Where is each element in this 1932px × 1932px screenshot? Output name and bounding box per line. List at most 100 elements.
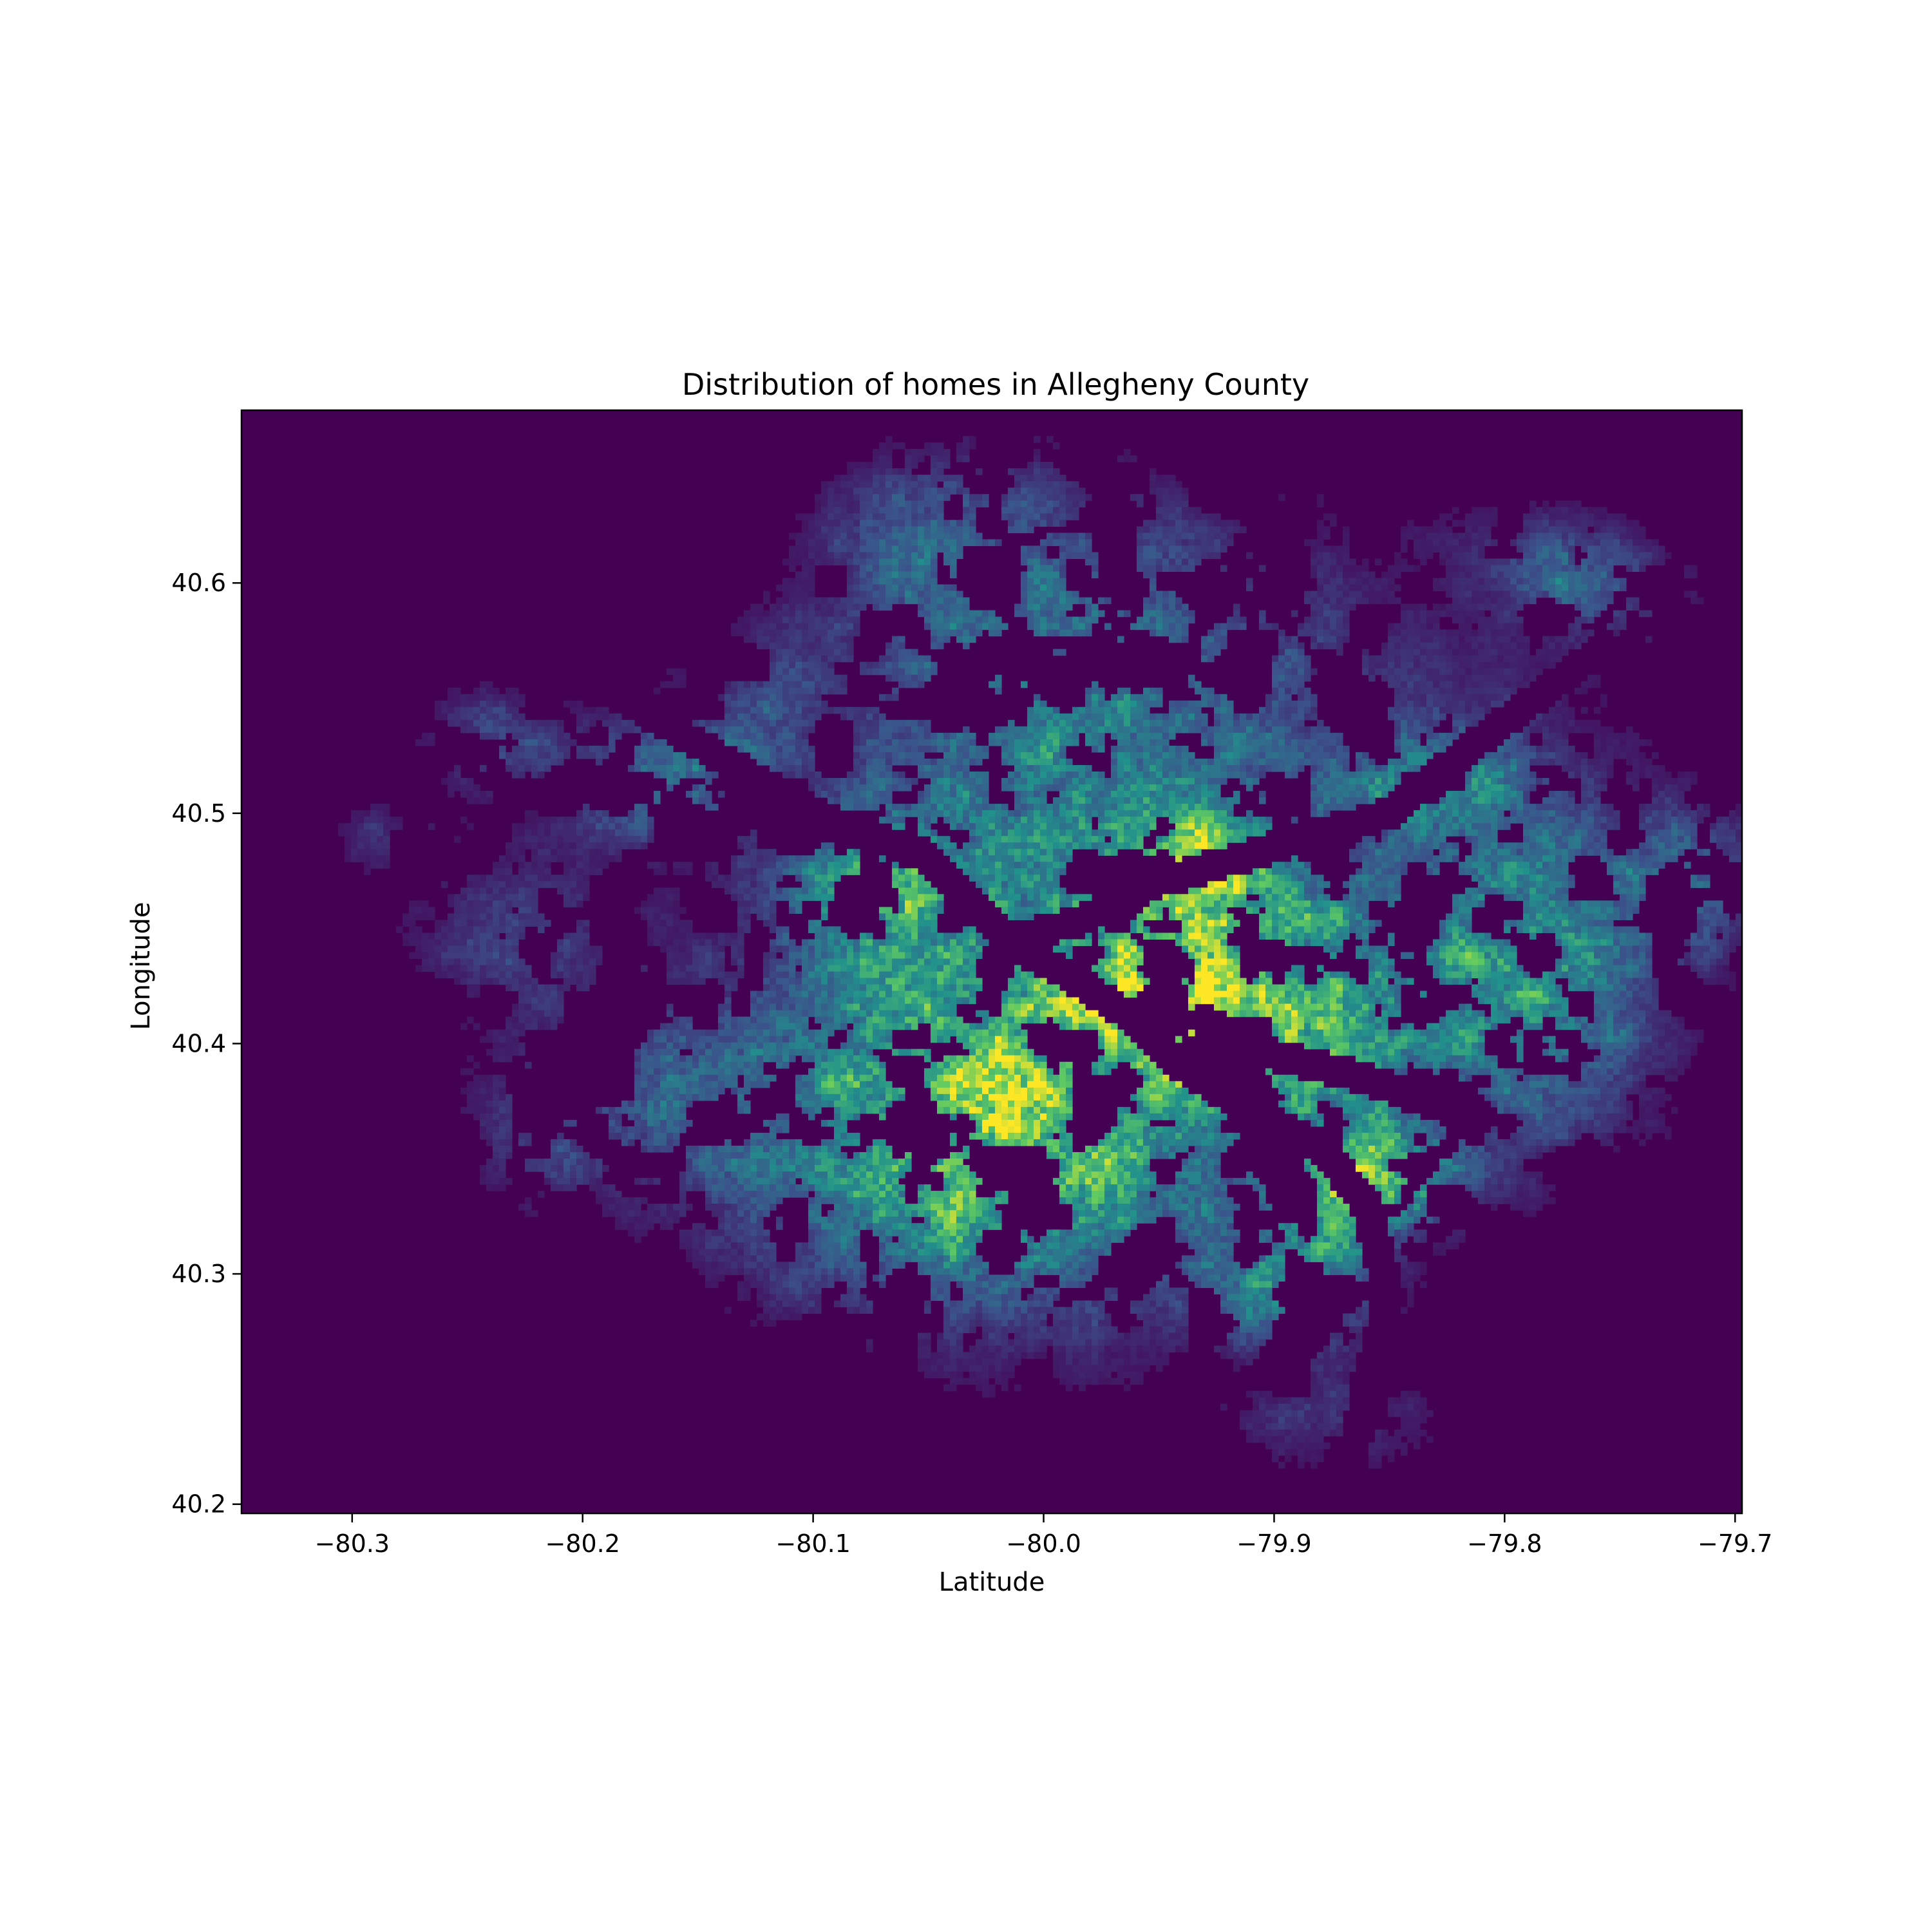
heatmap-cell <box>1214 719 1221 727</box>
heatmap-cell <box>886 591 893 598</box>
heatmap-cell <box>731 706 738 714</box>
heatmap-cell <box>1414 661 1421 669</box>
heatmap-cell <box>802 700 809 708</box>
heatmap-cell <box>1394 758 1401 766</box>
heatmap-cell <box>795 771 802 779</box>
heatmap-cell <box>1021 784 1028 791</box>
heatmap-cell <box>866 745 873 753</box>
heatmap-cell <box>1497 687 1504 695</box>
heatmap-cell <box>1645 810 1653 817</box>
heatmap-cell <box>892 784 899 791</box>
heatmap-cell <box>1278 758 1285 766</box>
heatmap-cell <box>815 623 822 630</box>
heatmap-cell <box>1111 726 1118 734</box>
heatmap-cell <box>1317 565 1324 573</box>
heatmap-cell <box>1285 739 1292 746</box>
heatmap-cell <box>834 610 841 618</box>
heatmap-cell <box>1452 520 1459 527</box>
heatmap-cell <box>705 778 712 785</box>
heatmap-cell <box>1195 545 1202 553</box>
heatmap-cell <box>931 475 938 482</box>
heatmap-cell <box>1156 758 1163 766</box>
heatmap-cell <box>1465 533 1472 540</box>
heatmap-cell <box>1549 713 1556 721</box>
heatmap-cell <box>1587 823 1595 830</box>
heatmap-cell <box>1323 623 1331 630</box>
heatmap-cell <box>454 719 461 727</box>
heatmap-cell <box>1555 758 1562 766</box>
heatmap-cell <box>911 520 918 527</box>
heatmap-cell <box>1658 823 1665 830</box>
heatmap-cell <box>1426 687 1434 695</box>
heatmap-cell <box>1008 513 1015 520</box>
heatmap-cell <box>1439 694 1446 701</box>
heatmap-cell <box>1484 539 1492 546</box>
heatmap-cell <box>1523 655 1530 663</box>
heatmap-cell <box>1323 804 1331 811</box>
heatmap-cell <box>744 629 751 637</box>
heatmap-cell <box>969 745 976 753</box>
heatmap-cell <box>1150 817 1157 824</box>
heatmap-cell <box>454 687 461 695</box>
heatmap-cell <box>847 655 854 663</box>
heatmap-cell <box>924 584 931 592</box>
heatmap-cell <box>1214 758 1221 766</box>
heatmap-cell <box>1130 752 1137 759</box>
heatmap-cell <box>1150 629 1157 637</box>
heatmap-cell <box>937 462 944 469</box>
heatmap-cell <box>1317 771 1324 779</box>
heatmap-cell <box>1150 810 1157 817</box>
heatmap-cell <box>1040 778 1047 785</box>
heatmap-cell <box>686 764 693 772</box>
heatmap-cell <box>596 817 603 824</box>
heatmap-cell <box>963 500 970 507</box>
heatmap-cell <box>905 668 912 676</box>
heatmap-cell <box>1394 771 1401 779</box>
heatmap-cell <box>377 823 384 830</box>
heatmap-cell <box>1555 578 1562 585</box>
heatmap-cell <box>1478 642 1485 650</box>
heatmap-cell <box>1433 655 1440 663</box>
heatmap-cell <box>467 713 474 721</box>
heatmap-cell <box>1407 823 1414 830</box>
heatmap-cell <box>950 784 957 791</box>
heatmap-cell <box>931 488 938 495</box>
heatmap-cell <box>1394 726 1401 734</box>
heatmap-cell <box>918 804 925 811</box>
heatmap-cell <box>660 739 667 746</box>
heatmap-cell <box>1188 797 1195 804</box>
heatmap-cell <box>1137 713 1144 721</box>
heatmap-cell <box>1201 526 1208 533</box>
heatmap-cell <box>1298 629 1305 637</box>
heatmap-cell <box>531 719 538 727</box>
heatmap-cell <box>1555 791 1562 798</box>
heatmap-cell <box>1368 778 1376 785</box>
heatmap-cell <box>1034 764 1041 772</box>
heatmap-cell <box>1394 642 1401 650</box>
heatmap-cell <box>1600 539 1607 546</box>
heatmap-cell <box>1265 700 1273 708</box>
heatmap-cell <box>782 597 790 605</box>
heatmap-cell <box>1478 817 1485 824</box>
heatmap-cell <box>1137 810 1144 817</box>
heatmap-cell <box>1278 494 1285 501</box>
heatmap-cell <box>853 558 860 566</box>
heatmap-cell <box>1368 764 1376 772</box>
heatmap-cell <box>1053 719 1060 727</box>
heatmap-cell <box>480 719 487 727</box>
heatmap-cell <box>924 507 931 514</box>
heatmap-cell <box>1053 797 1060 804</box>
heatmap-cell <box>1130 758 1137 766</box>
heatmap-cell <box>795 591 802 598</box>
heatmap-cell <box>886 661 893 669</box>
heatmap-cell <box>789 655 796 663</box>
heatmap-cell <box>956 817 963 824</box>
heatmap-cell <box>1143 771 1150 779</box>
heatmap-cell <box>1169 784 1176 791</box>
heatmap-cell <box>1497 636 1504 643</box>
heatmap-cell <box>886 597 893 605</box>
heatmap-cell <box>1188 565 1195 573</box>
heatmap-cell <box>1317 732 1324 740</box>
heatmap-cell <box>1220 694 1227 701</box>
heatmap-cell <box>428 823 435 830</box>
